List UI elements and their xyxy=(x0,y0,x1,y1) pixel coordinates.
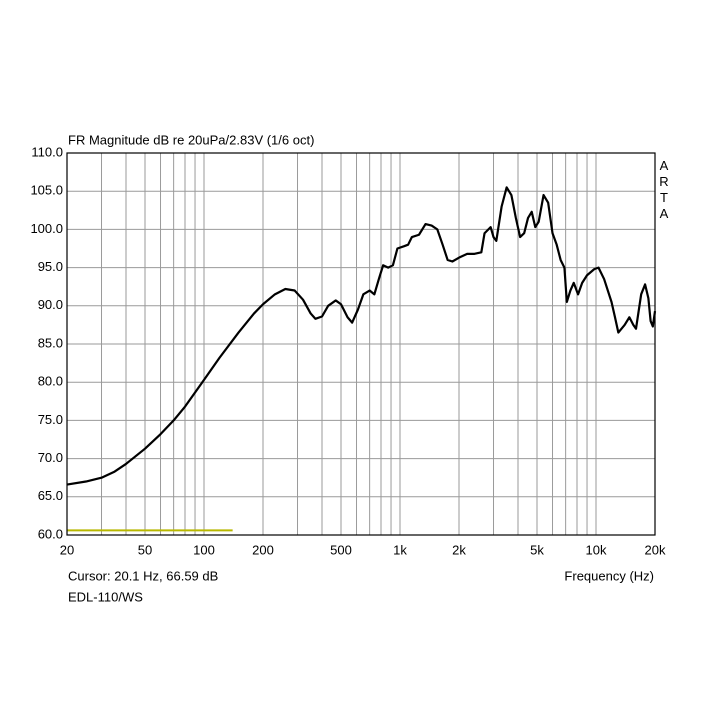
y-tick-label: 105.0 xyxy=(30,183,63,198)
y-tick-label: 110.0 xyxy=(31,144,63,159)
x-tick-label: 10k xyxy=(586,542,607,557)
x-tick-label: 20 xyxy=(60,542,74,557)
y-tick-label: 95.0 xyxy=(38,259,63,274)
x-tick-label: 1k xyxy=(393,542,407,557)
cursor-readout: Cursor: 20.1 Hz, 66.59 dB xyxy=(68,568,218,583)
x-tick-label: 20k xyxy=(645,542,666,557)
y-tick-label: 70.0 xyxy=(38,450,63,465)
plot xyxy=(66,186,657,532)
plot-frame xyxy=(66,152,656,536)
y-tick-label: 80.0 xyxy=(38,374,63,389)
response-curve xyxy=(66,186,657,486)
chart-title: FR Magnitude dB re 20uPa/2.83V (1/6 oct) xyxy=(68,132,314,147)
x-tick-label: 500 xyxy=(330,542,352,557)
x-tick-label: 5k xyxy=(530,542,544,557)
watermark: ARTA xyxy=(657,158,672,222)
x-tick-label: 100 xyxy=(193,542,215,557)
y-tick-label: 90.0 xyxy=(38,297,63,312)
x-tick-label: 2k xyxy=(452,542,466,557)
y-tick-label: 60.0 xyxy=(38,526,63,541)
x-axis-label: Frequency (Hz) xyxy=(564,568,654,583)
x-tick-label: 50 xyxy=(138,542,152,557)
y-tick-label: 100.0 xyxy=(30,221,63,236)
y-tick-label: 85.0 xyxy=(38,335,63,350)
y-tick-label: 65.0 xyxy=(38,488,63,503)
y-tick-label: 75.0 xyxy=(38,412,63,427)
caption: EDL-110/WS xyxy=(68,589,143,604)
x-tick-label: 200 xyxy=(252,542,274,557)
